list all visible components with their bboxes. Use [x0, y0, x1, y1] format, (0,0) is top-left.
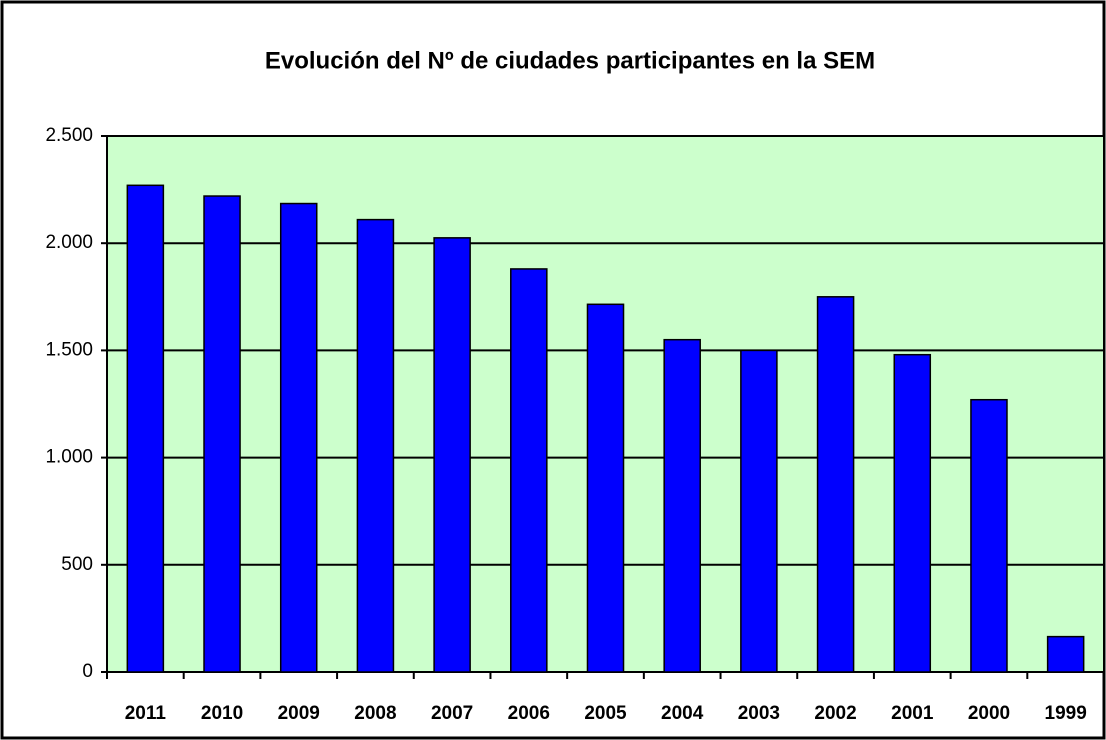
bar [433, 237, 471, 673]
x-tick-label: 2007 [431, 703, 473, 724]
y-tick-label: 1.500 [45, 339, 93, 360]
y-tick-label: 2.500 [45, 125, 93, 146]
bar [510, 268, 548, 673]
bar [279, 202, 318, 673]
x-tick-label: 2003 [738, 703, 780, 724]
bar [893, 353, 932, 673]
x-tick-label: 1999 [1045, 703, 1087, 724]
x-tick-label: 2005 [584, 703, 627, 724]
bar [740, 349, 778, 673]
x-tick-label: 2009 [278, 703, 320, 724]
bar [970, 398, 1008, 673]
bar [586, 303, 625, 673]
chart-title: Evolución del Nº de ciudades participant… [265, 47, 875, 74]
y-tick-label: 2.000 [45, 232, 93, 253]
y-tick-label: 1.000 [45, 447, 93, 468]
x-tick-label: 2010 [201, 703, 243, 724]
x-tick-label: 2004 [661, 703, 704, 724]
y-tick-label: 0 [82, 661, 93, 682]
x-tick-label: 2001 [891, 703, 934, 724]
bar [203, 195, 241, 673]
bar [663, 338, 701, 673]
x-tick-label: 2000 [968, 703, 1010, 724]
x-tick-label: 2002 [814, 703, 856, 724]
x-tick-label: 2008 [354, 703, 396, 724]
bar [816, 296, 855, 673]
bar [126, 184, 165, 673]
bar [1046, 635, 1085, 673]
x-tick-label: 2011 [125, 703, 167, 724]
y-tick-label: 500 [61, 554, 93, 575]
x-tick-label: 2006 [508, 703, 550, 724]
bar [356, 218, 395, 673]
